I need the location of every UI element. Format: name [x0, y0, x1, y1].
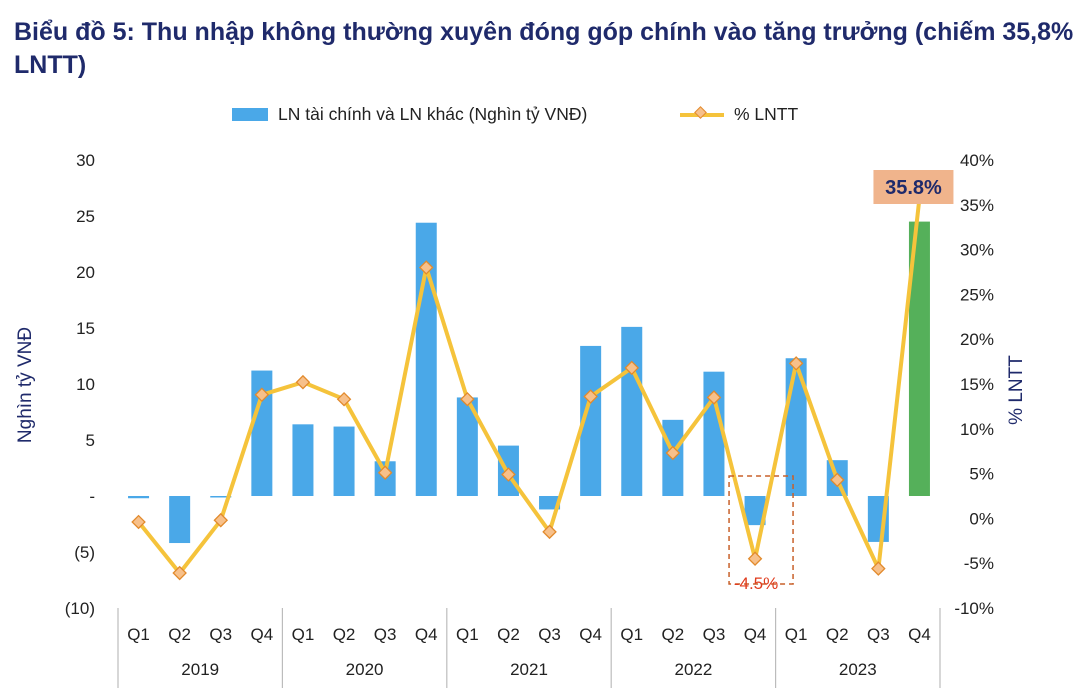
x-tick-label: Q3	[209, 625, 232, 644]
line-marker	[829, 472, 845, 488]
pct-line	[137, 197, 922, 576]
bar	[621, 326, 643, 496]
x-tick-label: Q1	[292, 625, 315, 644]
callout-label: 35.8%	[885, 177, 942, 199]
legend-bar-swatch	[232, 108, 268, 121]
left-tick-label: 30	[76, 151, 95, 170]
x-tick-label: Q1	[456, 625, 479, 644]
annotations: 35.8% -4.5%	[728, 170, 954, 593]
line-marker	[460, 391, 475, 407]
right-tick-label: -10%	[954, 599, 994, 618]
x-year-label: 2021	[510, 660, 548, 679]
bar	[210, 496, 232, 498]
right-tick-label: 20%	[960, 330, 994, 349]
dashed-highlight-box	[728, 475, 794, 585]
line-marker	[583, 389, 598, 404]
x-tick-label: Q1	[620, 625, 643, 644]
x-tick-label: Q4	[908, 625, 931, 644]
right-tick-label: 30%	[960, 241, 994, 260]
line-marker	[542, 524, 557, 540]
annotation-label: -4.5%	[734, 574, 778, 593]
x-tick-label: Q1	[127, 625, 150, 644]
line-marker	[665, 445, 681, 461]
callout-box	[873, 170, 954, 204]
line-marker	[871, 561, 886, 576]
right-tick-label: -5%	[964, 554, 994, 573]
bar	[292, 424, 314, 496]
line-marker	[788, 356, 804, 371]
legend-item-line: % LNTT	[680, 104, 798, 125]
line-marker	[131, 514, 146, 530]
x-tick-label: Q2	[168, 625, 191, 644]
line-series	[131, 197, 922, 581]
right-tick-label: 35%	[960, 196, 994, 215]
x-year-label: 2023	[839, 660, 877, 679]
bar	[251, 370, 273, 496]
line-marker	[295, 374, 311, 390]
x-tick-label: Q2	[497, 625, 520, 644]
right-tick-label: 0%	[969, 509, 994, 528]
x-tick-label: Q4	[744, 625, 767, 644]
left-tick-label: (5)	[74, 543, 95, 562]
right-tick-label: 25%	[960, 285, 994, 304]
left-axis-ticks: 30 25 20 15 10 5 - (5) (10)	[65, 151, 95, 618]
line-marker	[172, 565, 187, 581]
left-tick-label: (10)	[65, 599, 95, 618]
left-tick-label: 25	[76, 207, 95, 226]
x-tick-label: Q2	[333, 625, 356, 644]
x-tick-label: Q2	[662, 625, 685, 644]
right-tick-label: 5%	[969, 465, 994, 484]
x-axis: Q1 Q2 Q3 Q4 Q1 Q2 Q3 Q4 Q1 Q2 Q3 Q4 Q1 Q2 Q3 Q4 Q1 Q2 Q3 Q4…	[117, 608, 941, 688]
left-tick-label: 10	[76, 375, 95, 394]
legend-bar-label: LN tài chính và LN khác (Nghìn tỷ VNĐ)	[278, 104, 588, 124]
line-marker	[377, 465, 393, 480]
left-tick-label: 20	[76, 263, 95, 282]
legend: LN tài chính và LN khác (Nghìn tỷ VNĐ) %…	[0, 104, 1082, 132]
bar	[128, 496, 150, 499]
chart-title: Biểu đồ 5: Thu nhập không thường xuyên đ…	[14, 18, 1074, 79]
legend-item-bar: LN tài chính và LN khác (Nghìn tỷ VNĐ)	[232, 104, 587, 125]
x-year-label: 2019	[181, 660, 219, 679]
line-marker	[336, 391, 352, 407]
bar	[539, 496, 561, 510]
x-year-label: 2022	[674, 660, 712, 679]
right-axis-title: % LNTT	[1006, 355, 1027, 425]
line-marker	[706, 390, 722, 405]
right-tick-label: 15%	[960, 375, 994, 394]
bar-series	[128, 221, 930, 544]
line-marker	[254, 387, 270, 403]
left-tick-label: 5	[86, 431, 95, 450]
legend-line-swatch	[680, 105, 724, 119]
bar	[908, 221, 930, 496]
bar	[169, 496, 191, 544]
legend-line-label: % LNTT	[734, 104, 799, 124]
line-marker	[418, 260, 434, 275]
x-tick-label: Q3	[538, 625, 561, 644]
left-axis-title: Nghìn tỷ VNĐ	[15, 327, 36, 443]
x-tick-label: Q4	[579, 625, 602, 644]
x-tick-label: Q3	[867, 625, 890, 644]
bar	[580, 345, 602, 496]
right-tick-label: 10%	[960, 420, 994, 439]
line-marker	[213, 512, 229, 528]
x-tick-label: Q3	[703, 625, 726, 644]
left-tick-label: 15	[76, 319, 95, 338]
bar	[333, 426, 355, 496]
left-tick-label: -	[89, 487, 95, 506]
line-marker	[624, 360, 640, 376]
bar	[456, 397, 478, 496]
x-year-label: 2020	[346, 660, 384, 679]
line-marker	[747, 551, 763, 567]
x-tick-label: Q1	[785, 625, 808, 644]
right-axis-ticks: 40% 35% 30% 25% 20% 15% 10% 5% 0% -5% -10%	[954, 151, 994, 618]
x-tick-label: Q4	[415, 625, 438, 644]
right-tick-label: 40%	[960, 151, 994, 170]
bar	[744, 496, 766, 526]
x-tick-label: Q3	[374, 625, 397, 644]
x-tick-label: Q2	[826, 625, 849, 644]
line-marker	[501, 467, 516, 482]
x-tick-label: Q4	[251, 625, 274, 644]
